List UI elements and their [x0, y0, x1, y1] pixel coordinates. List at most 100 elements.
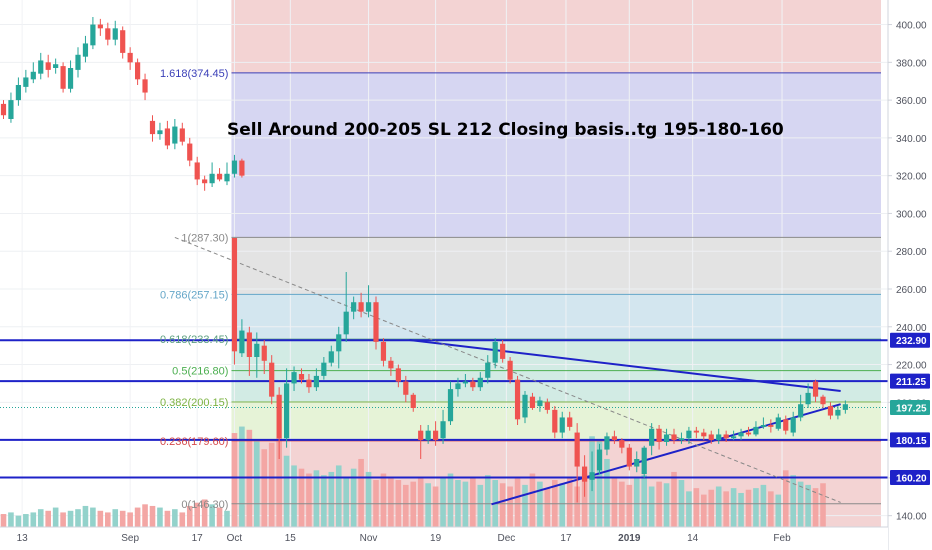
price-tick-label: 260.00	[896, 285, 927, 296]
candle-body	[470, 381, 476, 388]
candle-body	[313, 375, 319, 388]
candle-body	[760, 425, 766, 427]
candle-body	[149, 120, 156, 135]
candle-body	[112, 28, 118, 40]
volume-bar	[194, 502, 200, 527]
volume-bar	[52, 507, 59, 527]
candle-body	[775, 417, 781, 429]
volume-bar	[470, 478, 476, 527]
volume-bar	[797, 481, 804, 527]
volume-bar	[23, 514, 29, 527]
trendline[interactable]	[409, 339, 841, 392]
price-tag-label: 211.25	[896, 377, 926, 388]
volume-bar	[149, 505, 156, 527]
volume-bar	[820, 483, 826, 527]
candle-body	[239, 330, 245, 354]
candle-body	[209, 173, 215, 184]
candle-body	[708, 434, 714, 441]
candle-body	[723, 434, 729, 439]
candle-body	[492, 341, 498, 363]
candle-body	[529, 396, 536, 408]
candle-body	[388, 360, 394, 369]
fib-zone-top	[231, 0, 881, 73]
time-tick-label: 13	[17, 533, 29, 544]
volume-bar	[768, 491, 774, 527]
candle-body	[135, 62, 141, 80]
candle-body	[537, 400, 543, 407]
time-tick-label: 17	[560, 533, 572, 544]
candle-body	[231, 238, 238, 352]
price-tag-label: 160.20	[896, 474, 927, 485]
candle-body	[187, 143, 193, 161]
price-tick-label: 380.00	[896, 58, 927, 69]
volume-bar	[701, 494, 707, 527]
candle-body	[522, 394, 528, 418]
volume-bar	[45, 510, 51, 527]
fib-level-label: 0(146.30)	[181, 499, 228, 511]
volume-bar	[648, 486, 655, 527]
volume-bar	[15, 515, 22, 527]
fib-level-label: 1(287.30)	[181, 232, 228, 244]
time-tick-label: Feb	[773, 533, 791, 544]
horizontal-lines[interactable]	[0, 339, 888, 479]
candle-body	[567, 417, 573, 427]
volume-bar	[283, 455, 290, 527]
volume-bar	[306, 473, 312, 527]
candle-body	[649, 428, 655, 446]
time-tick-label: Dec	[497, 533, 515, 544]
volume-bar	[529, 473, 536, 527]
price-tick-label: 140.00	[896, 512, 927, 523]
candle-body	[477, 377, 483, 388]
volume-bar	[417, 478, 424, 527]
volume-bar	[186, 505, 193, 527]
volume-bar	[447, 473, 454, 527]
volume-bar	[0, 514, 7, 527]
candle-body	[686, 430, 692, 439]
volume-bar	[663, 483, 670, 527]
volume-bar	[157, 507, 163, 527]
volume-bar	[127, 512, 133, 527]
candle-body	[127, 52, 133, 63]
candle-body	[544, 402, 550, 410]
candle-body	[656, 428, 662, 442]
fib-zone-1-0786	[231, 237, 881, 295]
candle-body	[45, 62, 51, 70]
price-axis[interactable]: 400.00 380.00 360.00 340.00 320.00 300.00 280.…	[887, 0, 932, 550]
volume-bar	[425, 483, 431, 527]
candle-body	[328, 351, 334, 363]
volume-bar	[596, 439, 603, 527]
candle-body	[440, 421, 446, 439]
volume-bar	[619, 481, 625, 527]
volume-bar	[723, 491, 729, 527]
candle-body	[380, 341, 387, 361]
trendline[interactable]	[491, 403, 841, 506]
price-tick-label: 320.00	[896, 172, 927, 183]
candle-body	[805, 392, 811, 405]
candle-body	[663, 434, 670, 442]
candle-body	[611, 436, 617, 441]
volume-bar	[484, 475, 491, 527]
candle-body	[842, 404, 848, 410]
volume-bar	[134, 507, 141, 527]
volume-bar	[730, 488, 737, 527]
fib-zone-05-0382	[231, 370, 881, 403]
time-axis[interactable]: 13 Sep 17 Oct 15 Nov 19 Dec 17 2019 14 Feb	[0, 526, 888, 550]
volume-bar	[745, 489, 752, 527]
candle-body	[269, 362, 275, 397]
volume-bar	[715, 486, 722, 527]
candle-body	[336, 334, 342, 352]
candle-body	[626, 447, 632, 467]
price-tag	[890, 432, 930, 448]
price-tick-label: 280.00	[896, 247, 927, 258]
volume-bar	[410, 481, 417, 527]
time-tick-label: 15	[285, 533, 297, 544]
volume-bar	[179, 512, 186, 527]
candle-body	[343, 311, 349, 335]
volume-bar	[686, 491, 692, 527]
candle-body	[164, 128, 170, 146]
candle-body	[589, 472, 595, 480]
price-tick-label: 400.00	[896, 21, 927, 32]
candle-body	[216, 173, 223, 180]
chart-annotation[interactable]: Sell Around 200-205 SL 212 Closing basis…	[227, 120, 784, 140]
